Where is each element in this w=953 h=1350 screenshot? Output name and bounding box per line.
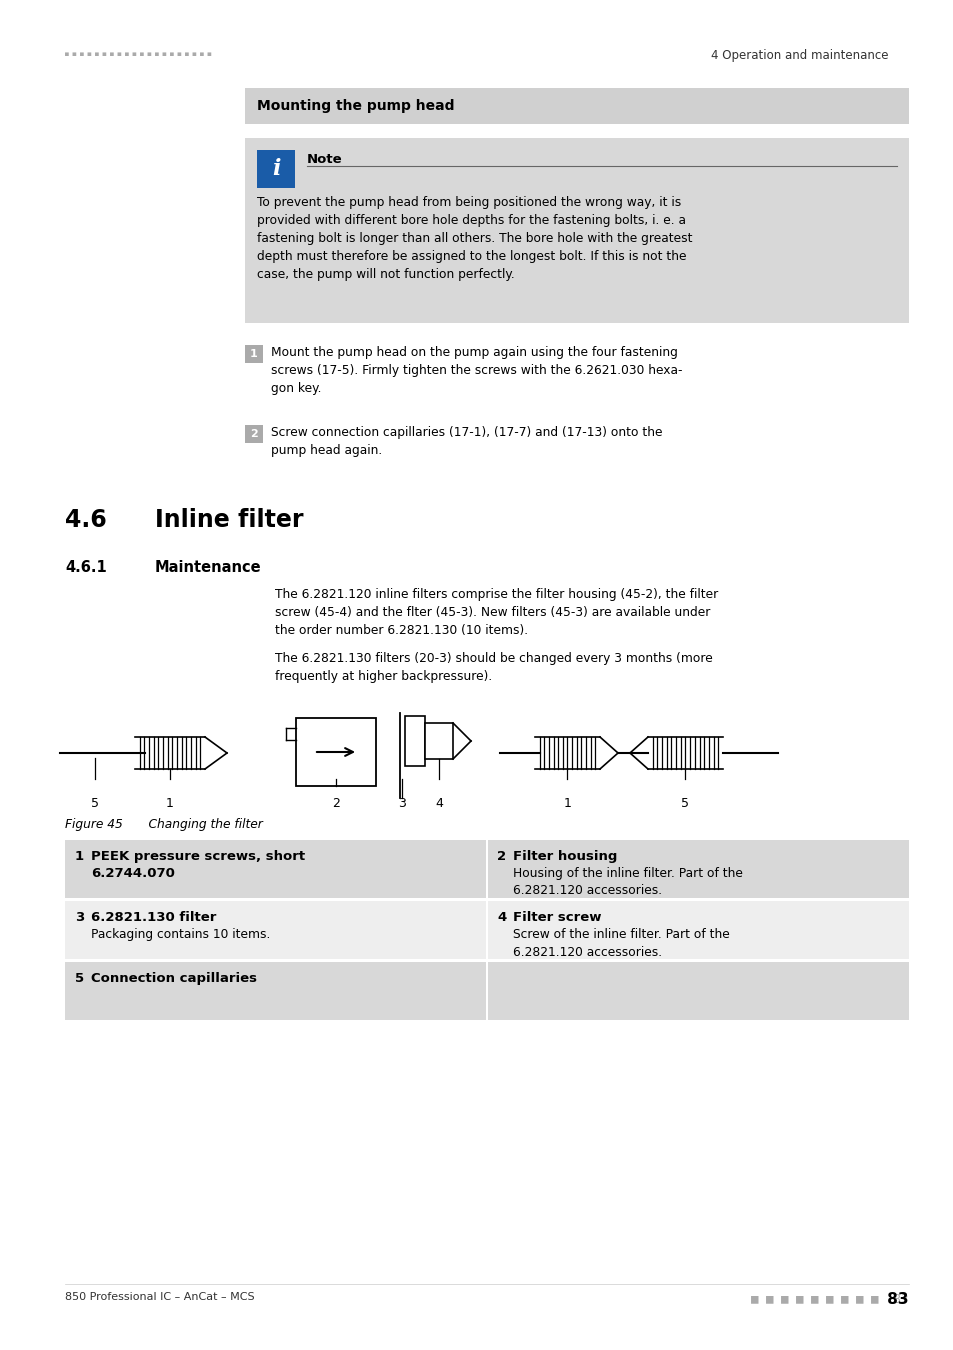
Text: The 6.2821.130 filters (20-3) should be changed every 3 months (more
frequently : The 6.2821.130 filters (20-3) should be … bbox=[274, 652, 712, 683]
Text: Housing of the inline filter. Part of the
6.2821.120 accessories.: Housing of the inline filter. Part of th… bbox=[513, 867, 742, 898]
Text: Packaging contains 10 items.: Packaging contains 10 items. bbox=[91, 927, 270, 941]
Text: The 6.2821.120 inline filters comprise the filter housing (45-2), the filter
scr: The 6.2821.120 inline filters comprise t… bbox=[274, 589, 718, 637]
Text: 1: 1 bbox=[166, 796, 173, 810]
Bar bbox=[65, 900, 485, 958]
Text: 83: 83 bbox=[756, 1292, 908, 1307]
Bar bbox=[65, 840, 485, 898]
Text: Note: Note bbox=[307, 153, 342, 166]
Text: 1: 1 bbox=[563, 796, 571, 810]
Text: Filter screw: Filter screw bbox=[513, 911, 601, 923]
Bar bbox=[405, 716, 424, 765]
Text: Connection capillaries: Connection capillaries bbox=[91, 972, 256, 986]
Bar bbox=[488, 963, 908, 1021]
Text: Filter housing: Filter housing bbox=[513, 850, 617, 863]
Text: Mount the pump head on the pump again using the four fastening
screws (17-5). Fi: Mount the pump head on the pump again us… bbox=[271, 346, 681, 396]
Bar bbox=[488, 900, 908, 958]
Text: Maintenance: Maintenance bbox=[154, 560, 261, 575]
Text: 5: 5 bbox=[75, 972, 84, 986]
Text: ■ ■ ■ ■ ■ ■ ■ ■ ■  83: ■ ■ ■ ■ ■ ■ ■ ■ ■ 83 bbox=[751, 1292, 908, 1305]
Bar bbox=[65, 963, 485, 1021]
Text: 1: 1 bbox=[75, 850, 84, 863]
Bar bbox=[295, 718, 375, 786]
Text: 4.6: 4.6 bbox=[65, 508, 107, 532]
Text: 4: 4 bbox=[435, 796, 442, 810]
Text: 6.2744.070: 6.2744.070 bbox=[91, 867, 174, 880]
Text: To prevent the pump head from being positioned the wrong way, it is
provided wit: To prevent the pump head from being posi… bbox=[256, 196, 692, 281]
Text: 1: 1 bbox=[250, 350, 257, 359]
Text: 6.2821.130 filter: 6.2821.130 filter bbox=[91, 911, 216, 923]
Text: 2: 2 bbox=[250, 429, 257, 439]
Text: ■ ■ ■ ■ ■ ■ ■ ■ ■ ■ ■ ■ ■ ■ ■ ■ ■ ■ ■ ■: ■ ■ ■ ■ ■ ■ ■ ■ ■ ■ ■ ■ ■ ■ ■ ■ ■ ■ ■ ■ bbox=[65, 53, 211, 58]
Text: 5: 5 bbox=[680, 796, 689, 810]
Text: i: i bbox=[272, 158, 280, 180]
Text: PEEK pressure screws, short: PEEK pressure screws, short bbox=[91, 850, 305, 863]
Text: 4 Operation and maintenance: 4 Operation and maintenance bbox=[711, 49, 888, 62]
Text: 2: 2 bbox=[497, 850, 506, 863]
Bar bbox=[245, 88, 908, 124]
Text: Inline filter: Inline filter bbox=[154, 508, 303, 532]
Bar bbox=[424, 724, 453, 759]
Text: Screw of the inline filter. Part of the
6.2821.120 accessories.: Screw of the inline filter. Part of the … bbox=[513, 927, 729, 958]
Bar bbox=[256, 150, 294, 188]
Text: Changing the filter: Changing the filter bbox=[132, 818, 262, 832]
Text: 850 Professional IC – AnCat – MCS: 850 Professional IC – AnCat – MCS bbox=[65, 1292, 254, 1301]
Text: 5: 5 bbox=[91, 796, 99, 810]
Bar bbox=[488, 840, 908, 898]
Bar bbox=[245, 346, 263, 363]
Bar bbox=[245, 425, 263, 443]
Text: 4: 4 bbox=[497, 911, 506, 923]
Text: 3: 3 bbox=[397, 796, 406, 810]
Text: Screw connection capillaries (17-1), (17-7) and (17-13) onto the
pump head again: Screw connection capillaries (17-1), (17… bbox=[271, 427, 661, 458]
Bar bbox=[245, 138, 908, 323]
Text: 3: 3 bbox=[75, 911, 84, 923]
Text: Figure 45: Figure 45 bbox=[65, 818, 123, 832]
Text: 4.6.1: 4.6.1 bbox=[65, 560, 107, 575]
Text: 2: 2 bbox=[332, 796, 339, 810]
Text: Mounting the pump head: Mounting the pump head bbox=[256, 99, 454, 113]
